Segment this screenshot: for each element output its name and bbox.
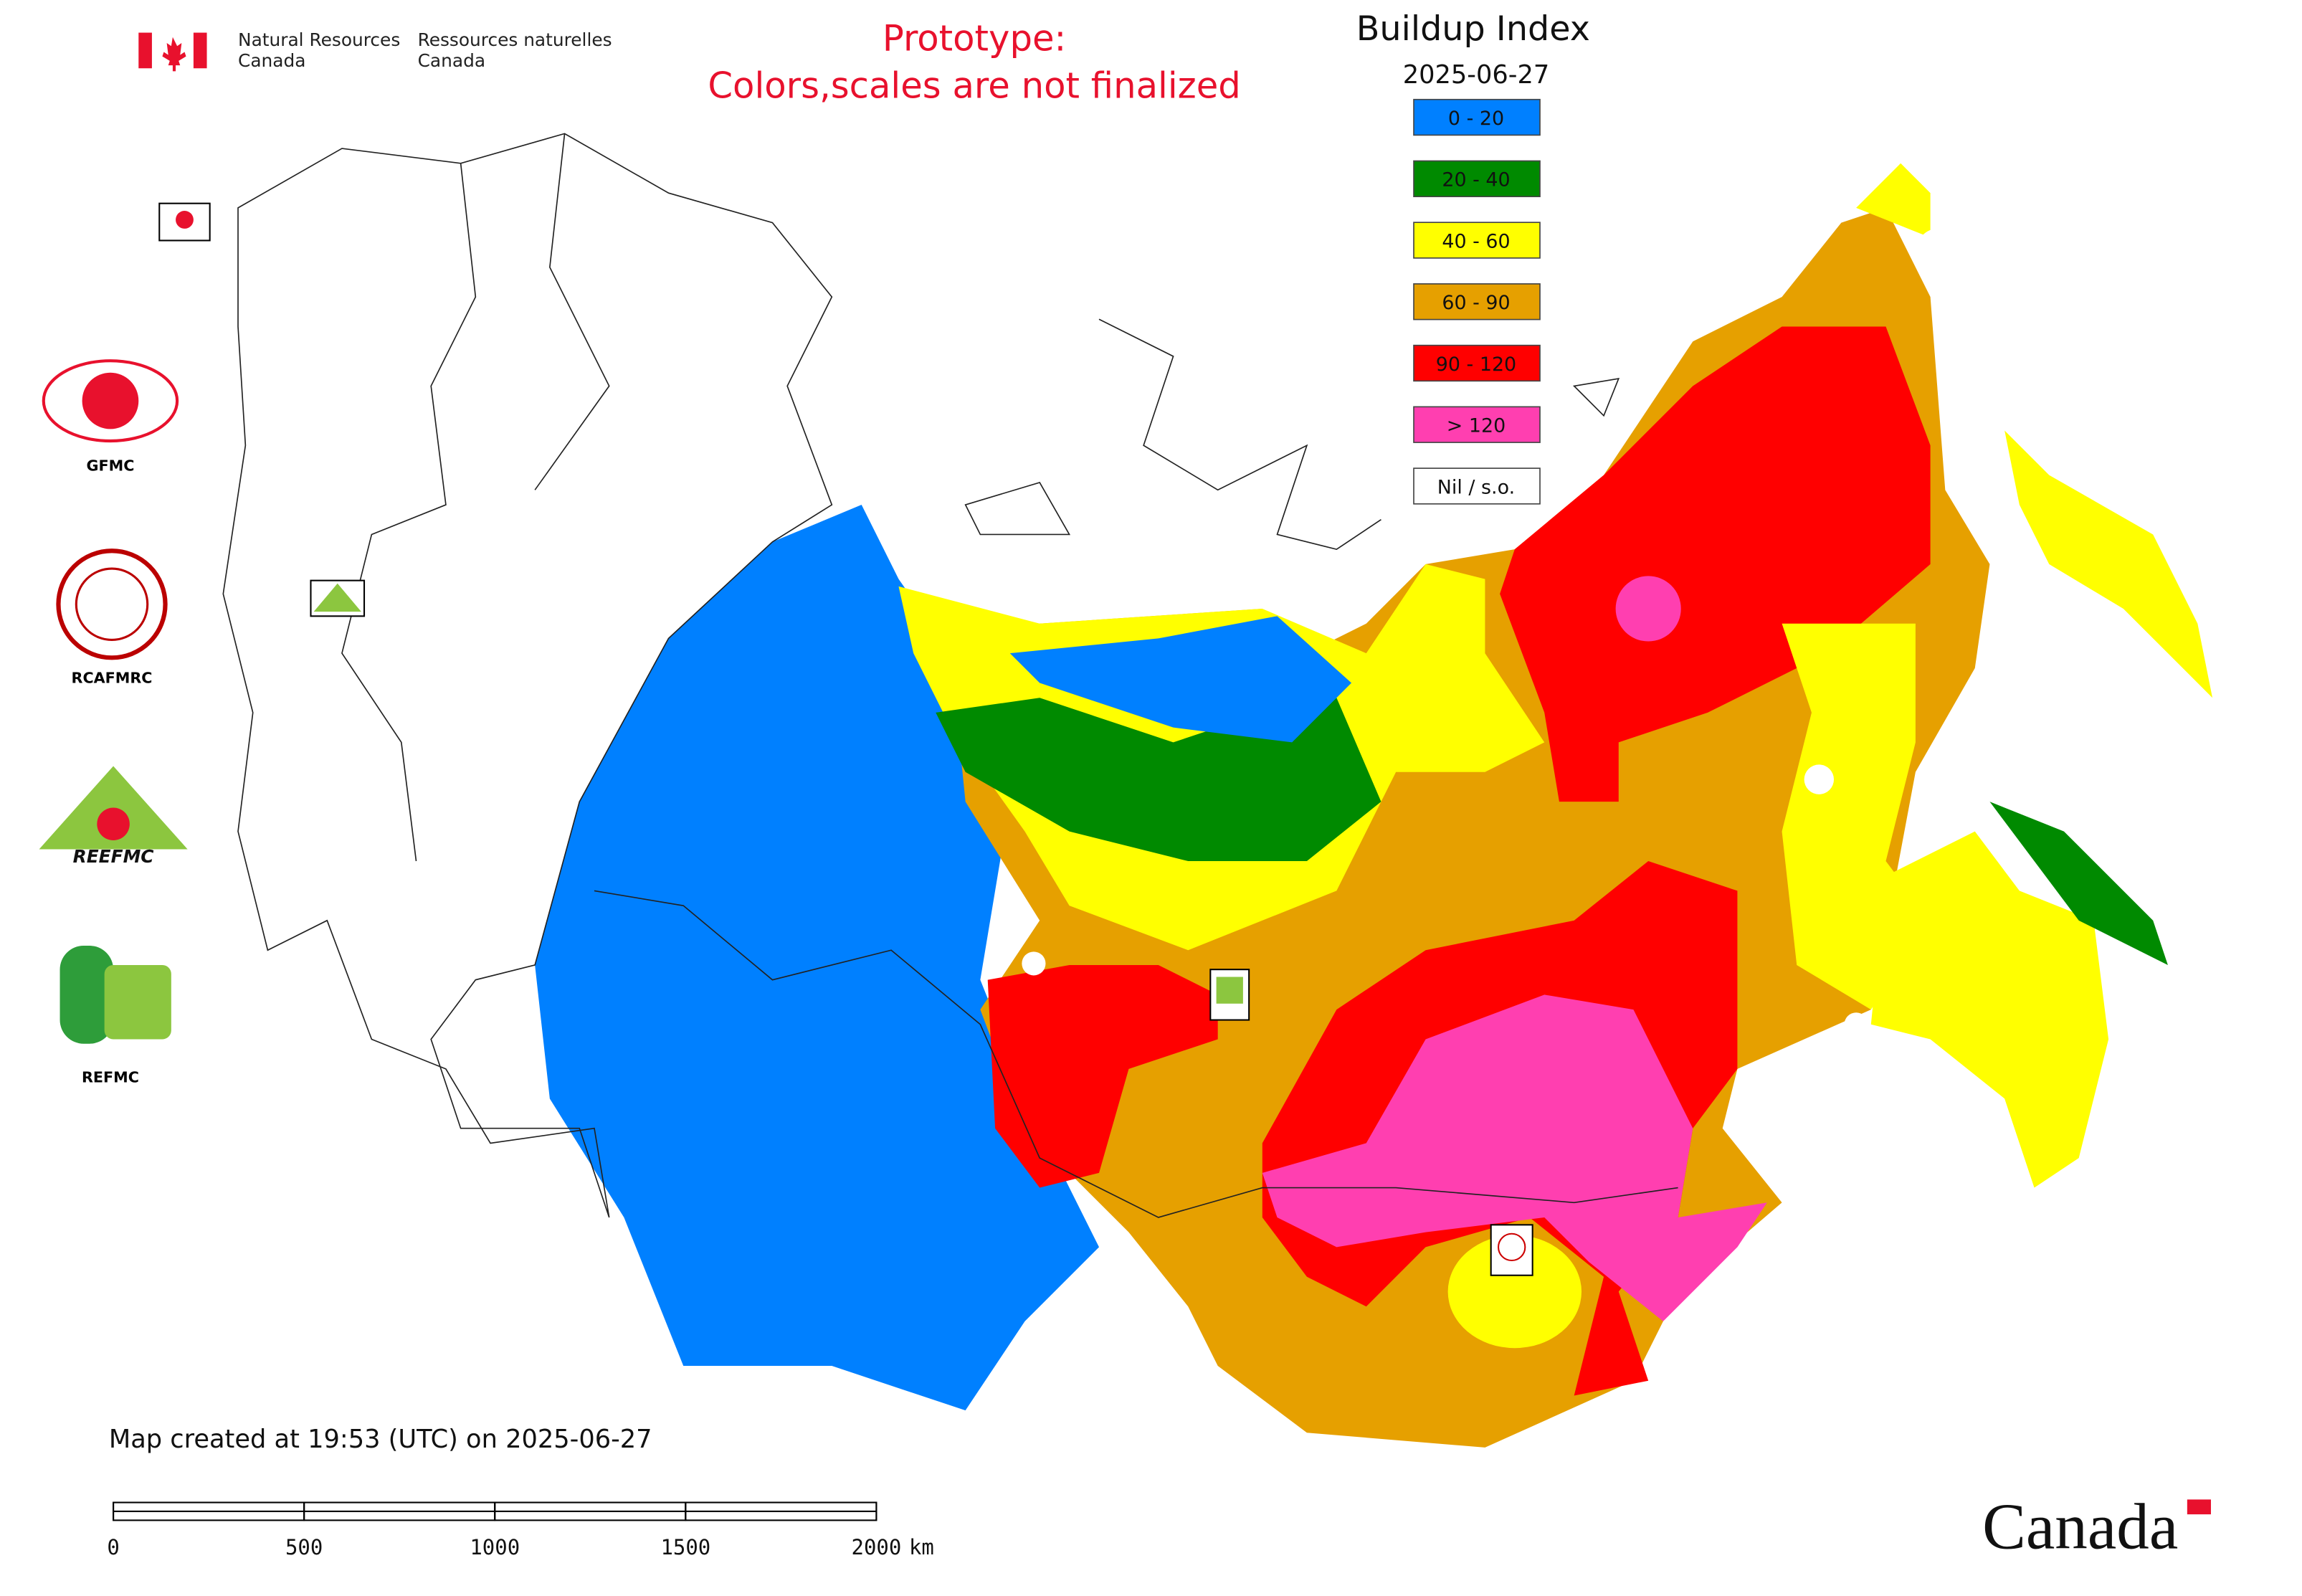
map-region (1916, 228, 1959, 270)
logo-rcafmrc (75, 567, 149, 642)
logo-rcafmrc (56, 548, 168, 660)
legend-swatch (1413, 344, 1541, 382)
legend-label: 60 - 90 (1442, 292, 1510, 314)
prototype-note: Colors,scales are not finalized (708, 65, 1240, 107)
map-region (1447, 1235, 1582, 1349)
map-region (987, 964, 1218, 1188)
legend-swatch (1413, 467, 1541, 505)
legend-title: Buildup Index (1356, 9, 1590, 49)
station-marker (1216, 977, 1243, 1004)
scale-tick-label: 1000 (470, 1535, 520, 1559)
logo-label: REFMC (82, 1069, 139, 1086)
station-marker (1490, 1224, 1533, 1276)
logo-reefmc (97, 807, 130, 841)
scale-segment (494, 1510, 687, 1521)
legend-label: Nil / s.o. (1437, 476, 1515, 498)
map-region (1615, 576, 1681, 642)
outline (341, 133, 610, 862)
legend: 0 - 20 20 - 40 40 - 60 60 - 90 90 - 120 > 120… (1413, 98, 1541, 505)
canada-wordmark: Canada (1982, 1491, 2178, 1563)
map-region (1022, 951, 1046, 976)
logo-label: REEFMC (73, 846, 154, 867)
station-marker (313, 583, 361, 612)
map-region (1989, 802, 2168, 965)
agency-fr: Canada (418, 50, 485, 71)
map-region (1870, 831, 2109, 1188)
outline (222, 133, 833, 1218)
legend-swatch (1413, 98, 1541, 136)
logo-gfmc (82, 372, 139, 429)
scale-segment (685, 1510, 877, 1521)
map-region (1804, 764, 1835, 794)
scale-segment (113, 1510, 305, 1521)
agency-en: Canada (238, 50, 305, 71)
scale-bar: 0 500 1000 1500 2000 km (107, 1501, 934, 1559)
scale-segment (303, 1501, 496, 1513)
map-region (1500, 326, 1931, 802)
gov-signature: Natural Resources Canada Ressources natu… (138, 29, 612, 72)
logo-refmc (60, 946, 114, 1044)
logo-gfmc (42, 359, 179, 443)
scale-unit: km (909, 1535, 934, 1559)
legend-swatch (1413, 160, 1541, 197)
prototype-note: Prototype: (883, 17, 1066, 59)
flag-bar (193, 32, 207, 69)
logo-label: GFMC (86, 457, 134, 474)
outline (964, 318, 1620, 551)
partner-logos: GFMC RCAFMRC REEFMC REFMC (39, 359, 188, 1086)
scale-tick-label: 1500 (660, 1535, 710, 1559)
wordmark-flag (2187, 1499, 2211, 1515)
map-region (2004, 430, 2213, 698)
station-marker (176, 211, 194, 229)
scale-tick-label: 500 (285, 1535, 323, 1559)
maple-leaf (162, 37, 186, 72)
scale-tick-label: 2000 (852, 1535, 902, 1559)
agency-en: Natural Resources (238, 29, 400, 50)
map-region (1009, 616, 1352, 743)
logo-label: RCAFMRC (72, 670, 153, 687)
map-region (1844, 1012, 1868, 1037)
flag-bar (138, 32, 152, 69)
legend-swatch (1413, 406, 1541, 443)
scale-segment (685, 1501, 877, 1513)
legend-label: 0 - 20 (1448, 108, 1504, 130)
country-outlines (222, 133, 1678, 1218)
agency-fr: Ressources naturelles (418, 29, 612, 50)
legend-label: > 120 (1447, 415, 1506, 437)
legend-swatch (1413, 222, 1541, 259)
legend-date: 2025-06-27 (1403, 60, 1550, 90)
legend-swatch (1413, 283, 1541, 320)
station-marker (1498, 1232, 1526, 1262)
legend-label: 20 - 40 (1442, 169, 1510, 191)
legend-label: 40 - 60 (1442, 230, 1510, 252)
scale-segment (303, 1510, 496, 1521)
map-region (1856, 163, 1931, 238)
map-created-note: Map created at 19:53 (UTC) on 2025-06-27 (109, 1425, 652, 1454)
scale-segment (113, 1501, 305, 1513)
scale-tick-label: 0 (107, 1535, 119, 1559)
fire-index-map (535, 163, 2213, 1448)
outline (594, 890, 1678, 1218)
logo-refmc (104, 964, 171, 1040)
scale-segment (494, 1501, 687, 1513)
legend-label: 90 - 120 (1436, 353, 1516, 376)
map-region (1262, 994, 1767, 1321)
